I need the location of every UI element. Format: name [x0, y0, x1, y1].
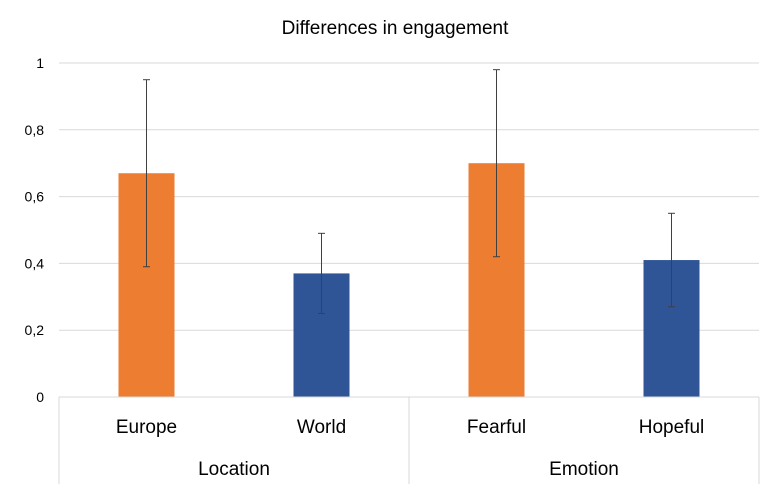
- error-bars: [143, 69, 675, 314]
- y-axis-tick-labels: 0 0,2 0,4 0,6 0,8 1: [25, 55, 45, 405]
- y-tick-label: 0: [36, 389, 44, 405]
- x-category-label: Hopeful: [639, 417, 705, 438]
- y-tick-label: 0,8: [25, 122, 45, 138]
- chart-title: Differences in engagement: [282, 18, 509, 39]
- bars: [118, 163, 700, 397]
- x-group-label: Emotion: [549, 459, 619, 480]
- y-tick-label: 1: [36, 55, 44, 71]
- y-tick-label: 0,2: [25, 322, 45, 338]
- category-axis: Europe World Fearful Hopeful Location Emotion: [58, 396, 760, 484]
- y-tick-label: 0,4: [25, 255, 45, 271]
- x-group-label: Location: [198, 459, 270, 480]
- x-category-label: Fearful: [467, 417, 526, 438]
- x-category-label: Europe: [116, 417, 177, 438]
- x-category-label: World: [297, 417, 346, 438]
- y-tick-label: 0,6: [25, 189, 45, 205]
